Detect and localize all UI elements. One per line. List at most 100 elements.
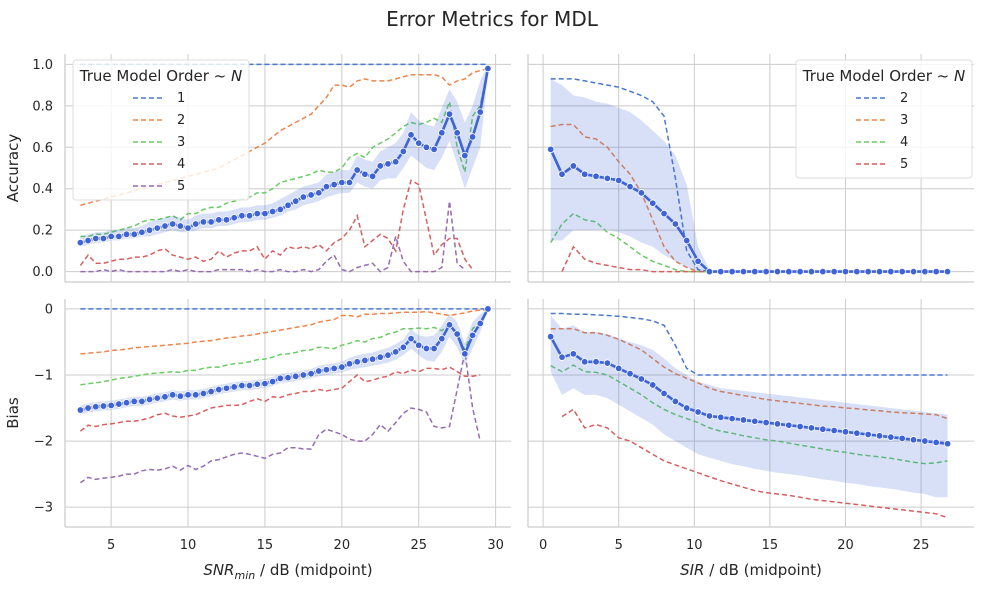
data-point [345, 178, 354, 187]
data-point [807, 424, 816, 432]
data-point [207, 387, 215, 396]
data-point [875, 432, 884, 440]
data-point [338, 363, 346, 371]
data-point [592, 358, 600, 366]
x-axis-label: SNRmin / dB (midpoint) [203, 561, 372, 582]
data-point [384, 351, 392, 359]
data-point [717, 413, 725, 421]
data-point [841, 267, 850, 276]
data-point [368, 172, 377, 180]
x-tick-label: 15 [257, 538, 274, 553]
data-point [222, 384, 231, 392]
chart-panel-acc_snr: 0.0 0.2 0.4 0.6 0.8 1.0 Accuracy True Model Ord… [4, 54, 511, 283]
legend: True Model Order ~ N 2 3 4 5 [795, 59, 973, 179]
legend: True Model Order ~ N 1 2 3 4 5 [72, 59, 250, 201]
series-line-4 [79, 179, 474, 271]
data-point [546, 145, 555, 154]
data-point [84, 236, 92, 245]
y-tick-label: 0.8 [32, 99, 53, 114]
data-point [841, 428, 850, 436]
data-point [705, 412, 714, 420]
legend-entry-label: 2 [177, 113, 185, 128]
data-point [637, 375, 646, 383]
data-point [161, 393, 169, 401]
data-point [184, 224, 192, 232]
data-point [762, 418, 770, 427]
data-point [145, 226, 154, 234]
data-point [762, 267, 770, 276]
data-point [168, 220, 177, 228]
data-point [391, 348, 400, 356]
data-point [898, 267, 906, 276]
data-point [898, 434, 906, 443]
y-tick-label: −2 [34, 435, 53, 450]
data-point [245, 211, 254, 220]
data-point [215, 216, 223, 224]
confidence-band [80, 64, 488, 247]
data-point [683, 404, 691, 412]
data-point [671, 397, 680, 406]
data-point [864, 430, 872, 439]
data-point [315, 367, 323, 375]
data-point [322, 182, 331, 191]
legend-entry-label: 5 [177, 179, 185, 194]
data-point [853, 429, 861, 437]
data-point [115, 232, 123, 241]
data-point [184, 391, 192, 399]
data-point [161, 222, 169, 230]
data-point [376, 353, 384, 361]
data-point [649, 199, 657, 207]
data-point [785, 421, 793, 429]
data-point [192, 391, 200, 399]
data-point [84, 404, 92, 412]
series-line-5 [561, 408, 948, 519]
data-point [407, 334, 415, 343]
data-point [76, 406, 85, 414]
panels: 0.0 0.2 0.4 0.6 0.8 1.0 Accuracy True Model Ord… [4, 54, 974, 582]
data-point [399, 147, 408, 156]
data-point [909, 267, 918, 276]
data-point [468, 331, 477, 340]
data-point [130, 230, 138, 239]
series-line-4 [550, 364, 948, 465]
data-point [932, 438, 940, 447]
data-point [376, 162, 384, 170]
data-point [921, 267, 929, 276]
data-point [207, 218, 215, 226]
data-point [291, 372, 300, 381]
data-point [580, 170, 589, 178]
data-point [145, 395, 154, 404]
data-point [660, 389, 668, 398]
confidence-band [550, 315, 948, 498]
data-point [338, 178, 346, 187]
data-point [796, 422, 804, 431]
data-point [717, 267, 725, 276]
data-point [391, 158, 400, 166]
data-point [253, 209, 261, 218]
x-axis-label: SIR / dB (midpoint) [680, 561, 822, 579]
series-line-2 [550, 312, 948, 376]
data-point [430, 344, 438, 353]
x-tick-label: 20 [334, 538, 351, 553]
figure-title: Error Metrics for MDL [386, 7, 599, 31]
legend-entry-label: 3 [177, 135, 185, 150]
x-tick-label: 5 [615, 538, 623, 553]
y-tick-label: −1 [34, 369, 53, 384]
data-point [887, 267, 895, 276]
y-tick-label: 0.6 [32, 141, 53, 156]
data-point [353, 358, 361, 366]
legend-title: True Model Order ~ N [79, 67, 242, 85]
data-point [773, 267, 782, 276]
data-point [422, 344, 431, 353]
y-tick-label: −3 [34, 501, 53, 516]
data-point [153, 394, 161, 402]
data-point [943, 440, 952, 448]
x-tick-label: 10 [686, 538, 703, 553]
legend-title: True Model Order ~ N [802, 67, 965, 85]
series-line-2 [80, 67, 489, 207]
data-point [268, 207, 277, 216]
data-point [415, 341, 423, 349]
data-point [683, 236, 691, 245]
legend-entry-label: 1 [177, 91, 185, 106]
